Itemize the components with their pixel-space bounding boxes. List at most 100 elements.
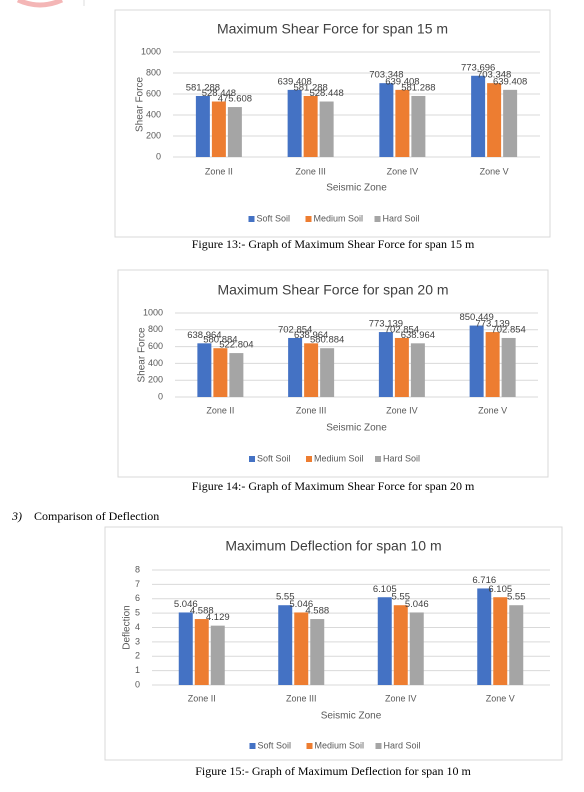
legend-label: Hard Soil [384, 740, 421, 750]
bar [410, 343, 425, 397]
bar [377, 597, 392, 685]
legend-swatch [249, 743, 256, 749]
value-label: 773.696 [461, 62, 495, 73]
value-label: 6.105 [488, 584, 512, 595]
y-tick-label: 1000 [141, 46, 161, 56]
value-label: 5.046 [289, 599, 313, 610]
value-label: 580.884 [203, 335, 237, 346]
bar [409, 612, 424, 685]
section-number: 3) [11, 509, 22, 523]
y-tick-label: 7 [135, 579, 140, 589]
bar [471, 75, 486, 157]
y-axis-title: Shear Force [135, 77, 146, 132]
section-heading: Comparison of Deflection [34, 509, 159, 523]
y-tick-label: 5 [135, 608, 140, 618]
value-label: 639.408 [493, 76, 527, 87]
bar [210, 625, 225, 685]
value-label: 4.588 [190, 606, 214, 617]
y-tick-label: 3 [135, 636, 140, 646]
y-tick-label: 600 [148, 341, 163, 351]
y-tick-label: 400 [148, 358, 163, 368]
legend-label: Medium Soil [314, 453, 364, 463]
bar [411, 95, 426, 157]
y-tick-label: 600 [146, 88, 161, 98]
caption: Figure 13:- Graph of Maximum Shear Force… [192, 237, 475, 251]
x-tick-label: Zone V [478, 405, 507, 415]
value-label: 5.046 [405, 599, 429, 610]
x-tick-label: Zone V [480, 166, 509, 176]
value-label: 6.716 [472, 575, 496, 586]
x-tick-label: Zone III [286, 693, 317, 703]
bar [394, 337, 409, 397]
x-tick-label: Zone III [295, 166, 326, 176]
x-axis-title: Seismic Zone [326, 183, 387, 194]
x-tick-label: Zone IV [386, 405, 418, 415]
value-label: 5.55 [276, 592, 295, 603]
legend-swatch [249, 456, 255, 462]
bar [178, 612, 193, 685]
value-label: 5.046 [174, 599, 198, 610]
legend-swatch [306, 743, 313, 749]
bar [303, 95, 318, 157]
bar [287, 89, 302, 157]
bar [485, 332, 500, 397]
x-tick-label: Zone IV [387, 166, 419, 176]
value-label: 773.139 [475, 319, 509, 330]
value-label: 581.288 [186, 82, 220, 93]
value-label: 522.804 [219, 340, 253, 351]
value-label: 528.448 [309, 88, 343, 99]
bar [195, 95, 210, 157]
legend-label: Medium Soil [314, 213, 364, 223]
y-tick-label: 4 [135, 622, 140, 632]
value-label: 4.588 [305, 606, 329, 617]
y-tick-label: 400 [146, 109, 161, 119]
legend-swatch [306, 456, 312, 462]
legend-swatch [305, 216, 312, 222]
y-tick-label: 1000 [143, 307, 163, 317]
chart-title: Maximum Shear Force for span 20 m [217, 282, 448, 298]
bar [501, 337, 516, 397]
bar [288, 337, 303, 397]
y-tick-label: 200 [148, 375, 163, 385]
bar [395, 89, 410, 157]
value-label: 702.854 [278, 324, 312, 335]
bar [320, 348, 335, 397]
value-label: 702.854 [491, 324, 525, 335]
caption: Figure 14:- Graph of Maximum Shear Force… [192, 479, 475, 493]
value-label: 703.348 [369, 70, 403, 81]
chart-title: Maximum Deflection for span 10 m [225, 538, 441, 554]
x-tick-label: Zone V [486, 693, 515, 703]
value-label: 4.129 [206, 612, 230, 623]
bar [393, 605, 408, 685]
value-label: 6.105 [373, 584, 397, 595]
bar [487, 83, 502, 157]
x-axis-title: Seismic Zone [326, 423, 387, 434]
value-label: 638.964 [294, 330, 328, 341]
logo [16, 0, 64, 8]
legend-label: Soft Soil [258, 740, 292, 750]
bar [194, 619, 209, 685]
legend-label: Soft Soil [257, 453, 291, 463]
y-tick-label: 6 [135, 593, 140, 603]
bar [211, 101, 226, 157]
value-label: 639.408 [385, 76, 419, 87]
value-label: 5.55 [507, 592, 526, 603]
y-tick-label: 0 [156, 151, 161, 161]
bar [378, 332, 393, 397]
y-tick-label: 2 [135, 651, 140, 661]
y-tick-label: 1 [135, 665, 140, 675]
value-label: 581.288 [293, 82, 327, 93]
value-label: 850.449 [459, 312, 493, 323]
legend-label: Soft Soil [257, 213, 291, 223]
bar [509, 605, 524, 685]
y-tick-label: 200 [146, 130, 161, 140]
legend-swatch [374, 216, 381, 222]
bar [379, 83, 394, 157]
bar [319, 101, 334, 157]
legend-swatch [375, 456, 381, 462]
x-tick-label: Zone II [206, 405, 234, 415]
x-tick-label: Zone III [296, 405, 327, 415]
y-tick-label: 0 [158, 391, 163, 401]
bar [278, 605, 293, 685]
